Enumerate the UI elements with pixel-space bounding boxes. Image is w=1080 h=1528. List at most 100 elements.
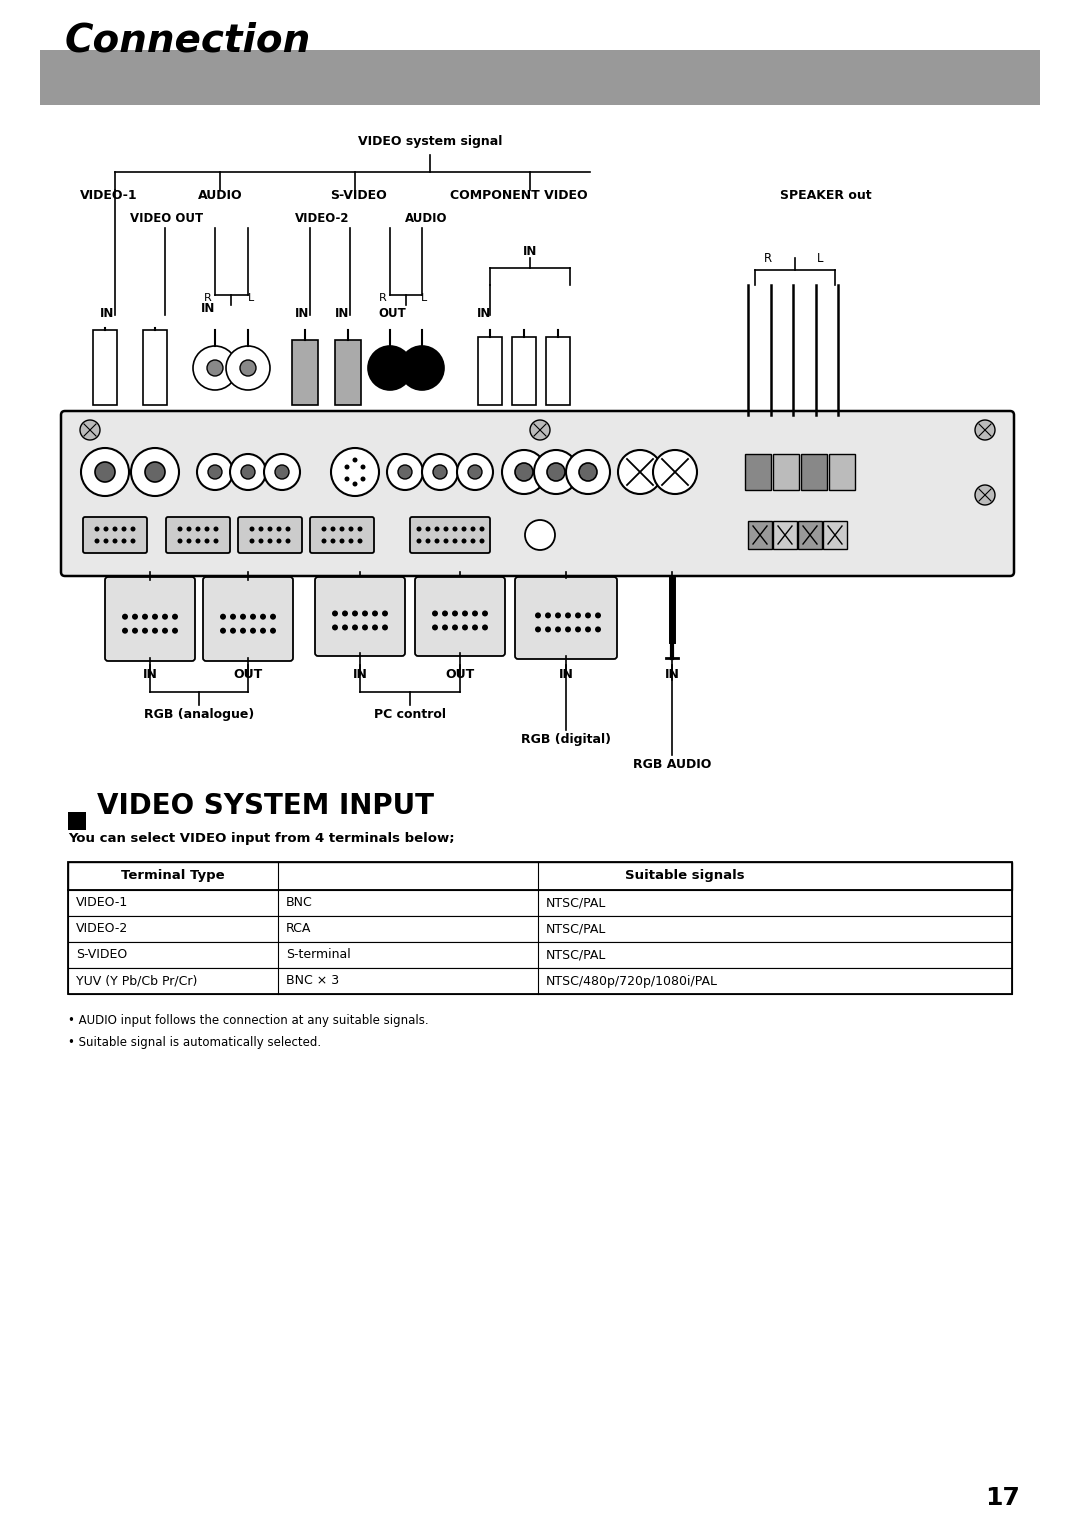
Bar — [93, 330, 117, 405]
Circle shape — [332, 625, 338, 631]
Circle shape — [345, 477, 350, 481]
Circle shape — [162, 614, 168, 620]
Circle shape — [595, 613, 600, 619]
Bar — [68, 941, 1012, 969]
Circle shape — [502, 451, 546, 494]
Circle shape — [585, 626, 591, 633]
Circle shape — [141, 614, 148, 620]
Circle shape — [457, 454, 492, 490]
Text: NTSC/PAL: NTSC/PAL — [546, 923, 606, 935]
Text: VIDEO-2: VIDEO-2 — [295, 212, 350, 225]
Circle shape — [204, 538, 210, 544]
Circle shape — [270, 614, 276, 620]
Circle shape — [442, 611, 448, 616]
Circle shape — [195, 527, 201, 532]
Bar — [546, 338, 570, 405]
FancyBboxPatch shape — [515, 578, 617, 659]
Circle shape — [546, 463, 565, 481]
Circle shape — [618, 451, 662, 494]
Circle shape — [249, 628, 256, 634]
Circle shape — [342, 625, 348, 631]
Circle shape — [471, 527, 475, 532]
Bar — [773, 521, 797, 549]
Text: PC control: PC control — [374, 707, 446, 721]
Circle shape — [357, 538, 363, 544]
Circle shape — [453, 538, 458, 544]
Circle shape — [565, 626, 571, 633]
Circle shape — [81, 448, 129, 497]
Text: OUT: OUT — [233, 668, 262, 681]
Circle shape — [555, 613, 561, 619]
FancyBboxPatch shape — [166, 516, 230, 553]
Circle shape — [240, 361, 256, 376]
Circle shape — [453, 611, 458, 616]
Circle shape — [352, 481, 357, 486]
Circle shape — [141, 628, 148, 634]
Text: Suitable signals: Suitable signals — [625, 869, 745, 883]
Circle shape — [230, 454, 266, 490]
Bar — [798, 521, 822, 549]
Bar — [68, 969, 1012, 995]
Circle shape — [214, 538, 218, 544]
Text: VIDEO system signal: VIDEO system signal — [357, 134, 502, 148]
Text: Connection: Connection — [65, 21, 311, 60]
Circle shape — [249, 527, 255, 532]
Circle shape — [112, 527, 118, 532]
FancyBboxPatch shape — [415, 578, 505, 656]
Text: IN: IN — [335, 307, 349, 319]
Text: OUT: OUT — [378, 307, 406, 319]
Text: VIDEO-1: VIDEO-1 — [76, 897, 129, 909]
Text: IN: IN — [100, 307, 114, 319]
Circle shape — [352, 625, 357, 631]
Circle shape — [95, 538, 99, 544]
Circle shape — [339, 538, 345, 544]
FancyBboxPatch shape — [203, 578, 293, 662]
Text: IN: IN — [352, 668, 367, 681]
Circle shape — [230, 614, 237, 620]
Circle shape — [177, 538, 183, 544]
Circle shape — [433, 465, 447, 478]
Text: YUV (Y Pb/Cb Pr/Cr): YUV (Y Pb/Cb Pr/Cr) — [76, 975, 198, 987]
Text: COMPONENT VIDEO: COMPONENT VIDEO — [450, 189, 588, 202]
Circle shape — [330, 527, 336, 532]
Bar — [773, 454, 799, 490]
Circle shape — [322, 538, 326, 544]
Circle shape — [434, 527, 440, 532]
Circle shape — [453, 527, 458, 532]
Circle shape — [258, 538, 264, 544]
Bar — [68, 915, 1012, 941]
Circle shape — [230, 628, 237, 634]
Text: VIDEO SYSTEM INPUT: VIDEO SYSTEM INPUT — [97, 792, 434, 821]
Circle shape — [555, 626, 561, 633]
Circle shape — [285, 527, 291, 532]
Circle shape — [330, 538, 336, 544]
Circle shape — [121, 527, 126, 532]
Circle shape — [342, 611, 348, 616]
Text: VIDEO-1: VIDEO-1 — [80, 189, 137, 202]
Text: R: R — [764, 252, 772, 264]
Circle shape — [361, 477, 365, 481]
Circle shape — [275, 465, 289, 478]
Bar — [68, 889, 1012, 915]
Bar — [40, 50, 1040, 105]
Circle shape — [197, 454, 233, 490]
Text: R: R — [379, 293, 387, 303]
Circle shape — [249, 538, 255, 544]
Text: S-terminal: S-terminal — [286, 949, 351, 961]
Circle shape — [214, 527, 218, 532]
Text: IN: IN — [523, 244, 537, 258]
Circle shape — [368, 345, 411, 390]
Bar — [478, 338, 502, 405]
Circle shape — [480, 538, 485, 544]
Circle shape — [372, 625, 378, 631]
Circle shape — [240, 614, 246, 620]
Circle shape — [268, 527, 272, 532]
Circle shape — [330, 448, 379, 497]
Circle shape — [482, 625, 488, 631]
Circle shape — [432, 625, 438, 631]
Text: OUT: OUT — [445, 668, 474, 681]
Circle shape — [585, 613, 591, 619]
Text: RGB (analogue): RGB (analogue) — [144, 707, 254, 721]
Circle shape — [131, 538, 135, 544]
Text: AUDIO: AUDIO — [405, 212, 447, 225]
